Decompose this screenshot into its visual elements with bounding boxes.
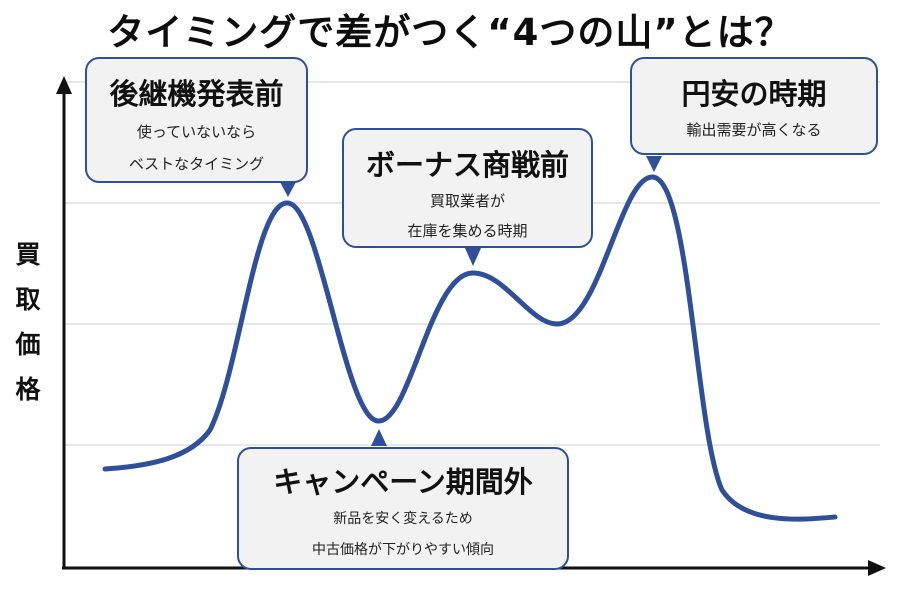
callout-heading: 後継機発表前 xyxy=(109,77,284,111)
callout-heading: キャンペーン期間外 xyxy=(273,465,533,499)
x-axis-arrowhead xyxy=(868,560,886,576)
callout-line: ベストなタイミング xyxy=(128,155,265,173)
callout-line: 買取業者が xyxy=(429,192,505,210)
callout-outside-campaign: キャンペーン期間外 新品を安く変えるため 中古価格が下がりやすい傾向 xyxy=(237,447,569,570)
callout-line: 中古価格が下がりやすい傾向 xyxy=(312,542,494,558)
callout-pointer xyxy=(371,429,387,446)
y-axis-label: 買 取 価 格 xyxy=(8,232,48,412)
callout-successor-announcement: 後継機発表前 使っていないなら ベストなタイミング xyxy=(85,57,308,183)
callout-heading: 円安の時期 xyxy=(681,77,827,111)
y-axis-label-char: 格 xyxy=(15,375,41,404)
callout-line: 使っていないなら xyxy=(136,123,257,141)
callout-weak-yen: 円安の時期 輸出需要が高くなる xyxy=(630,57,878,155)
callout-line: 新品を安く変えるため xyxy=(333,511,473,527)
y-axis-label-char: 取 xyxy=(15,285,41,314)
y-axis-label-char: 価 xyxy=(15,330,41,359)
callout-line: 在庫を集める時期 xyxy=(407,222,528,240)
callout-heading: ボーナス商戦前 xyxy=(365,148,569,182)
callout-bonus-season: ボーナス商戦前 買取業者が 在庫を集める時期 xyxy=(342,128,593,248)
y-axis-arrowhead xyxy=(56,76,72,94)
callout-pointer xyxy=(465,248,481,266)
callout-line: 輸出需要が高くなる xyxy=(686,121,822,139)
page-title: タイミングで差がつく“4つの山”とは？ xyxy=(107,11,793,54)
y-axis-label-char: 買 xyxy=(15,240,41,269)
price-curve xyxy=(102,174,838,522)
callout-pointer xyxy=(646,156,662,172)
callout-pointer xyxy=(280,182,296,197)
